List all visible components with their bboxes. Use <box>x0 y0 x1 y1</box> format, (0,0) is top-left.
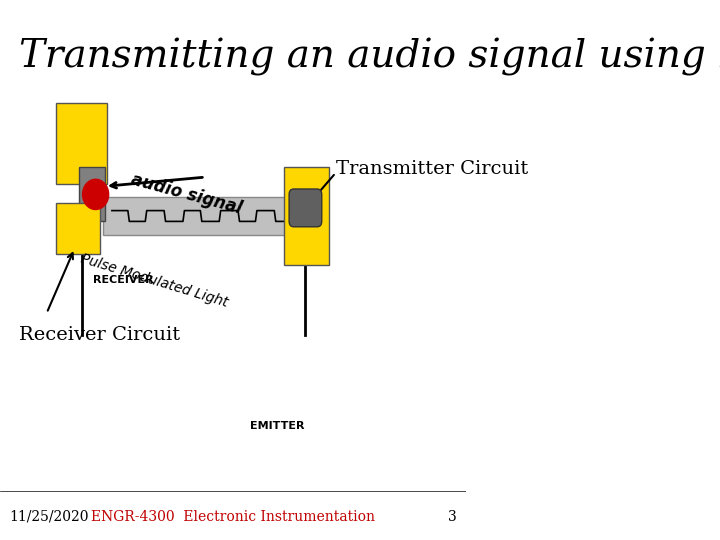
FancyBboxPatch shape <box>284 167 329 265</box>
Text: 3: 3 <box>449 510 457 524</box>
Text: 11/25/2020: 11/25/2020 <box>9 510 89 524</box>
Text: EMITTER: EMITTER <box>251 421 305 431</box>
FancyBboxPatch shape <box>289 189 322 227</box>
FancyBboxPatch shape <box>79 167 105 221</box>
Circle shape <box>83 179 109 210</box>
FancyBboxPatch shape <box>102 197 294 235</box>
Text: ENGR-4300  Electronic Instrumentation: ENGR-4300 Electronic Instrumentation <box>91 510 375 524</box>
Text: Transmitter Circuit: Transmitter Circuit <box>336 160 528 178</box>
FancyBboxPatch shape <box>56 103 107 184</box>
Text: Receiver Circuit: Receiver Circuit <box>19 326 180 344</box>
Text: audio signal: audio signal <box>129 171 244 218</box>
Text: Transmitting an audio signal using light: Transmitting an audio signal using light <box>19 38 720 76</box>
Text: Pulse Modulated Light: Pulse Modulated Light <box>78 252 229 310</box>
Text: RECEIVER: RECEIVER <box>94 275 154 286</box>
FancyBboxPatch shape <box>56 202 100 254</box>
